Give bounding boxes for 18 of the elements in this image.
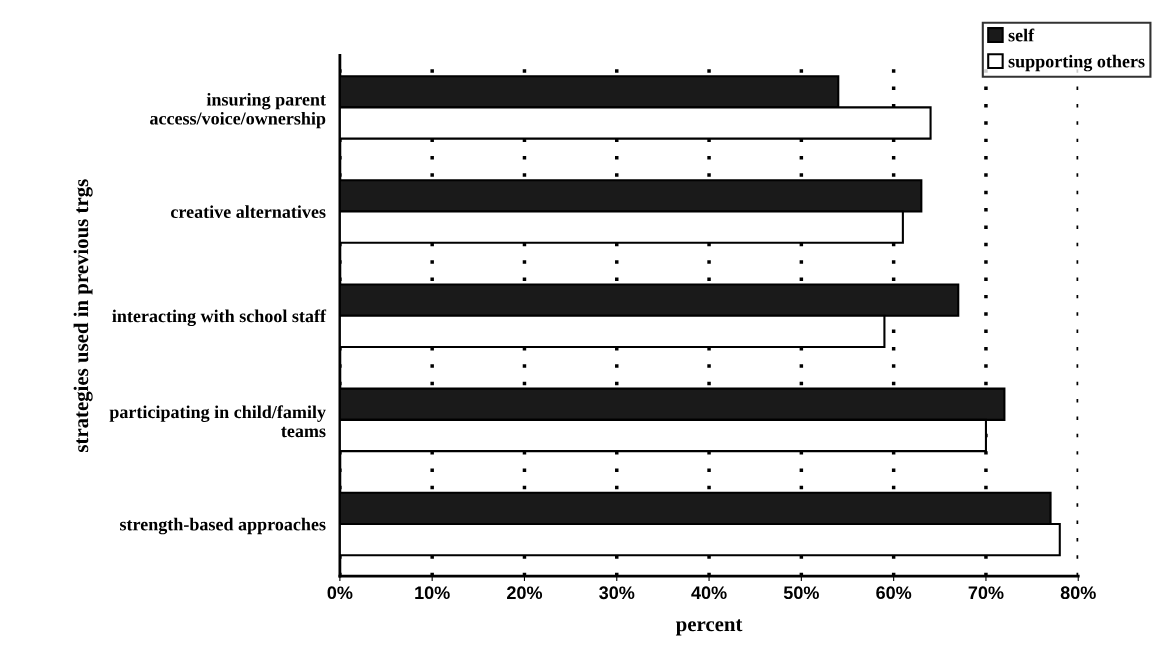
y-tick-label: creative alternatives <box>171 205 326 219</box>
x-tick-label: 30% <box>599 586 635 600</box>
x-tick-label: 20% <box>507 586 543 600</box>
x-tick-label: 10% <box>415 586 450 600</box>
y-tick-label: interacting with school staff <box>112 309 327 327</box>
x-tick-label: 40% <box>691 586 727 600</box>
x-tick-label: 80% <box>1060 586 1096 600</box>
x-tick-label: 70% <box>968 586 1004 600</box>
x-tick-label: 50% <box>783 586 819 600</box>
y-tick-label: insuring parent access/voice/ownership <box>150 92 326 129</box>
legend-label: supporting others <box>1008 54 1145 72</box>
x-tick-label: 60% <box>876 586 912 600</box>
x-axis-title: percent <box>675 619 743 636</box>
y-tick-label: strength-based approaches <box>120 517 326 535</box>
y-axis-title: strategies used in previous trgs <box>73 179 93 453</box>
y-tick-label: participating in child/family teams <box>109 405 326 438</box>
legend-label: self <box>1008 28 1035 42</box>
x-tick-label: 0% <box>327 586 353 600</box>
